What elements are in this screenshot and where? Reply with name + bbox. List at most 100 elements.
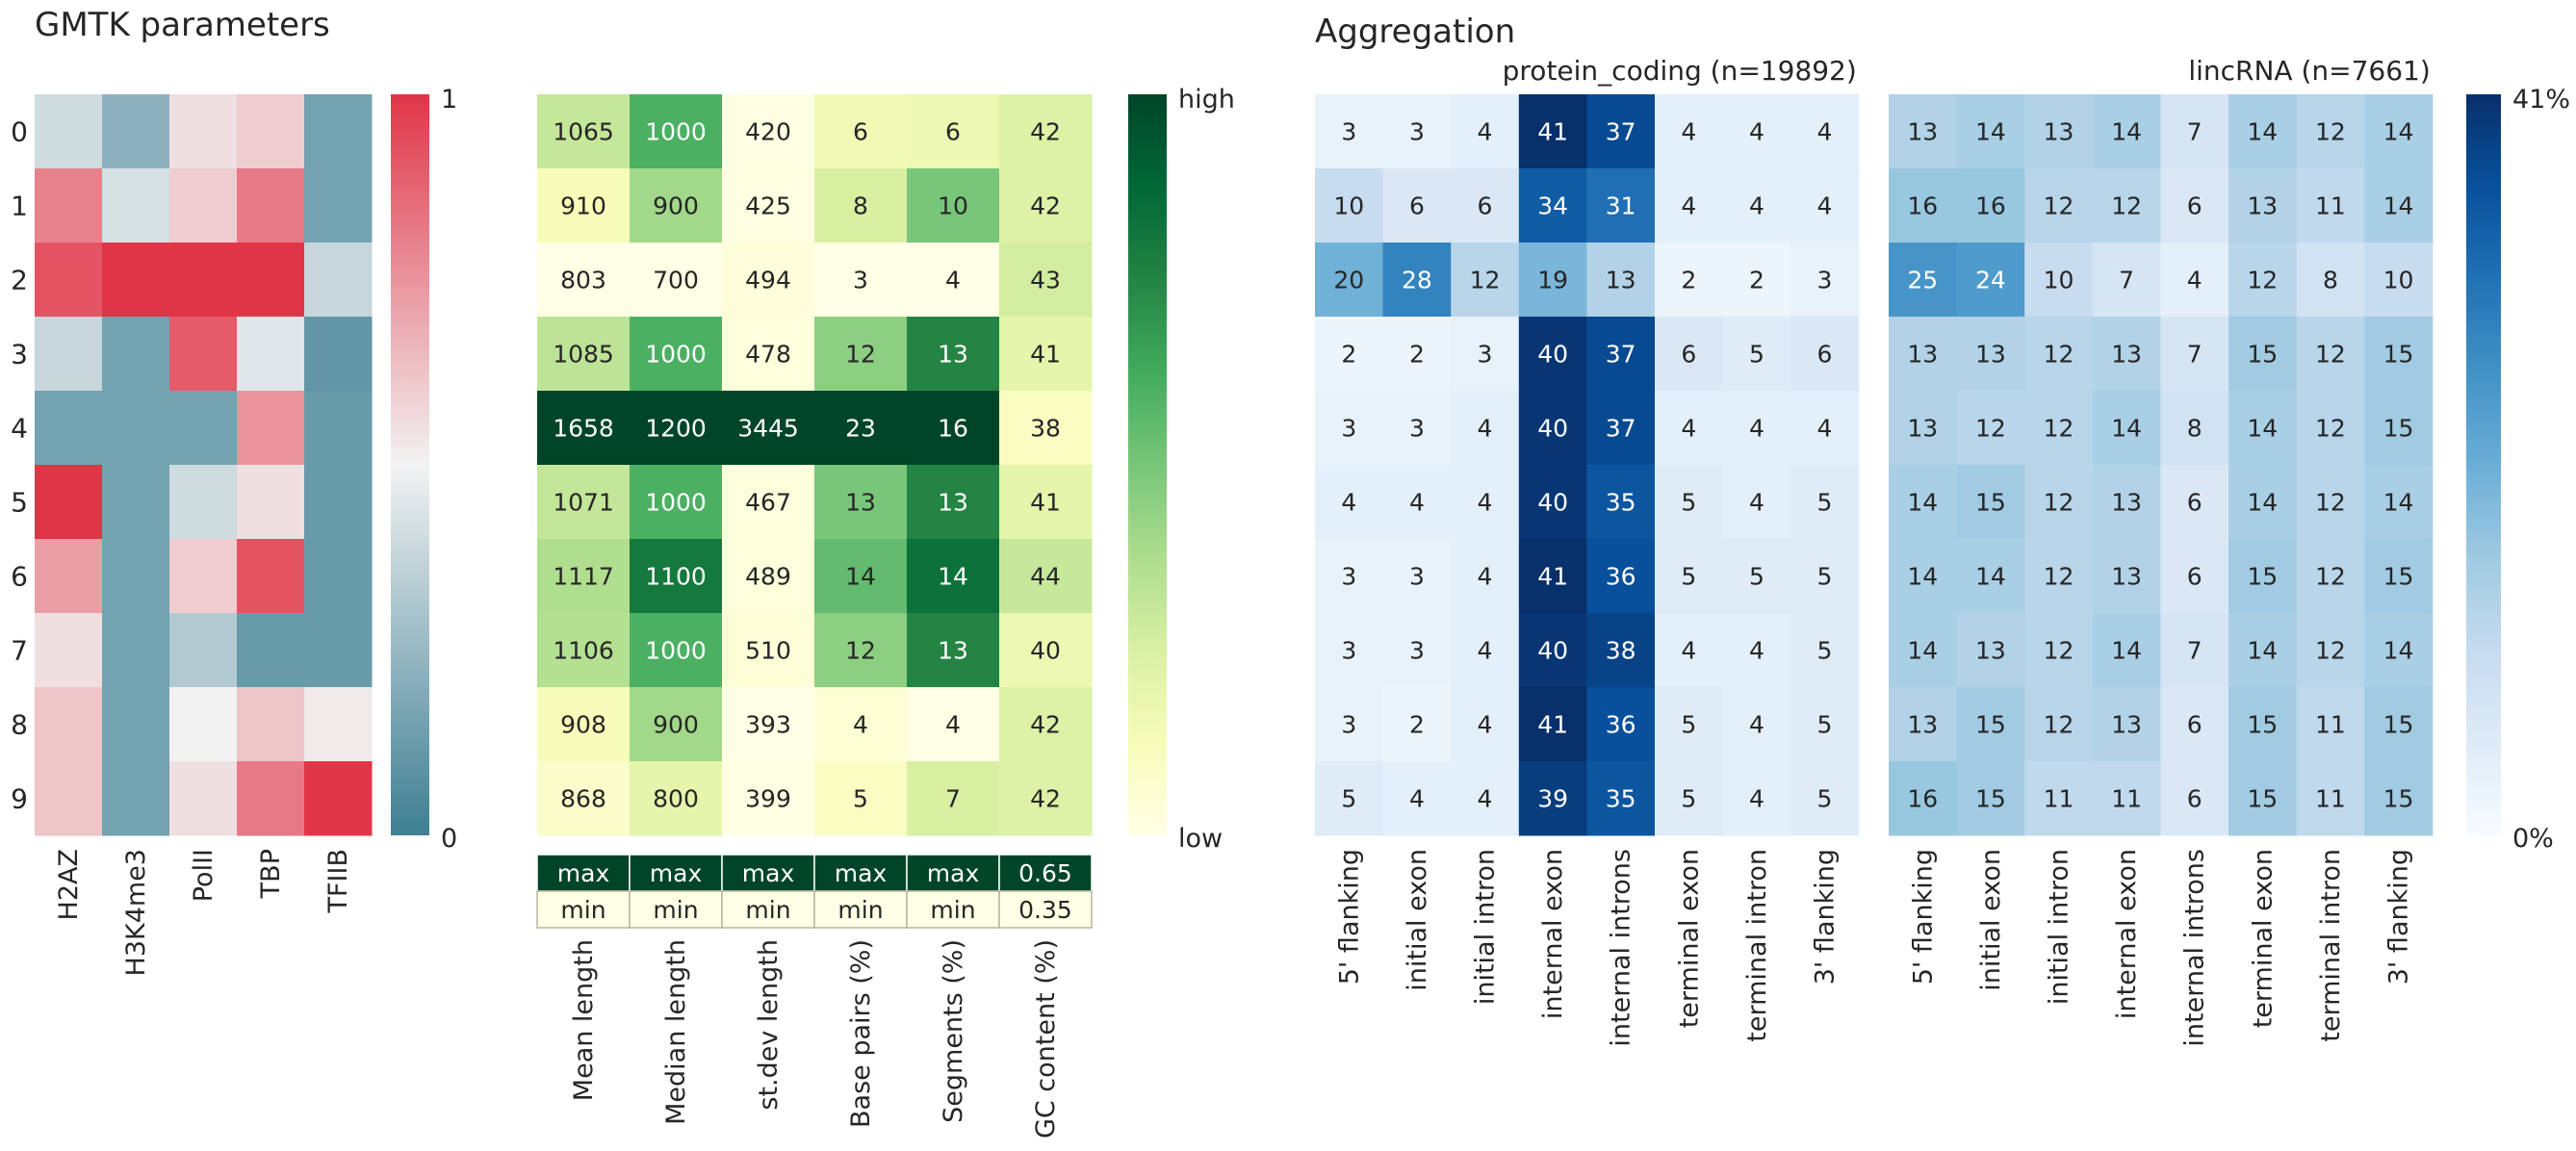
heatmap-cell — [907, 687, 1000, 762]
heatmap-cell — [2228, 761, 2298, 836]
cell-value: 4 — [1681, 637, 1696, 665]
cell-value: 420 — [745, 118, 791, 146]
cell-value: 14 — [938, 563, 968, 591]
cell-value: 40 — [1030, 637, 1061, 665]
cell-value: 42 — [1030, 711, 1061, 739]
heatmap-cell — [999, 761, 1093, 836]
heatmap-cell — [102, 243, 170, 318]
cell-value: 6 — [2187, 563, 2202, 591]
cell-value: 8 — [853, 192, 868, 220]
heatmap-cell — [1586, 317, 1656, 392]
cell-value: 700 — [653, 267, 699, 294]
cell-value: 510 — [745, 637, 791, 665]
column-label: internal exon — [2112, 849, 2142, 1019]
cell-value: 13 — [2247, 192, 2278, 220]
cell-value: 4 — [1478, 637, 1493, 665]
cell-value: 3445 — [737, 415, 799, 443]
cell-value: 900 — [653, 711, 699, 739]
heatmap-cell — [2364, 94, 2434, 169]
colorbar: high low — [1128, 85, 1235, 854]
cell-value: 37 — [1606, 341, 1636, 369]
cell-value: 10 — [2044, 267, 2074, 294]
cell-value: 13 — [2111, 563, 2142, 591]
cell-value: 908 — [560, 711, 606, 739]
heatmap-cell — [237, 687, 305, 762]
heatmap-cell — [1315, 465, 1384, 540]
cell-value: 910 — [560, 192, 606, 220]
heatmap-cell — [1956, 539, 2025, 614]
heatmap-cell — [814, 613, 908, 688]
cell-value: 12 — [2315, 489, 2346, 517]
cell-value: 3 — [1341, 563, 1356, 591]
cell-value: 5 — [1681, 785, 1696, 813]
cell-value: 4 — [945, 267, 961, 294]
heatmap-cell — [2364, 465, 2434, 540]
heatmap-cell — [1451, 761, 1520, 836]
heatmap-cell — [2160, 687, 2229, 762]
heatmap-cell — [907, 391, 1000, 466]
column-label: terminal intron — [2316, 849, 2346, 1042]
heatmap-cell — [1586, 613, 1656, 688]
cell-value: 2 — [1409, 341, 1425, 369]
column-label: H2AZ — [54, 849, 84, 920]
heatmap-cell — [35, 539, 103, 614]
heatmap-cell — [1382, 391, 1452, 466]
cell-value: 14 — [2111, 415, 2142, 443]
heatmap-cell — [169, 539, 238, 614]
heatmap-cell — [2296, 168, 2365, 243]
heatmap-cell — [2364, 761, 2434, 836]
heatmap-cell — [2092, 391, 2161, 466]
cell-value: 3 — [1409, 415, 1425, 443]
column-label: Segments (%) — [939, 939, 968, 1123]
cell-value: 5 — [1817, 785, 1833, 813]
heatmap-cell — [2296, 391, 2365, 466]
cell-value: 4 — [1817, 118, 1833, 146]
column-label: 3' flanking — [2384, 849, 2414, 985]
heatmap-cell — [2228, 317, 2298, 392]
scale-label: 0.35 — [1018, 896, 1072, 924]
cell-value: 14 — [2247, 489, 2278, 517]
heatmap-cell — [1722, 465, 1791, 540]
heatmap-cell — [304, 391, 373, 466]
heatmap-gmtk — [35, 94, 373, 836]
heatmap-cell — [35, 317, 103, 392]
cell-value: 5 — [1817, 489, 1833, 517]
scale-cell — [536, 890, 631, 929]
column-label: initial exon — [1403, 849, 1432, 991]
cell-value: 5 — [1681, 489, 1696, 517]
cell-value: 6 — [853, 118, 868, 146]
heatmap-cell — [814, 317, 908, 392]
cell-value: 4 — [1478, 118, 1493, 146]
scale-label: 0.65 — [1018, 859, 1072, 887]
heatmap-cell — [35, 465, 103, 540]
cell-value: 13 — [2044, 118, 2074, 146]
cell-value: 11 — [2111, 785, 2142, 813]
heatmap-cell — [537, 687, 631, 762]
cell-value: 1000 — [645, 118, 707, 146]
heatmap-cell — [537, 761, 631, 836]
heatmap-cell — [35, 761, 103, 836]
heatmap-cell — [35, 687, 103, 762]
cell-value: 15 — [1975, 785, 2006, 813]
heatmap-cell — [907, 613, 1000, 688]
cell-value: 4 — [2187, 267, 2202, 294]
cell-value: 4 — [1478, 489, 1493, 517]
cell-value: 2 — [1749, 267, 1765, 294]
heatmap-cell — [1518, 168, 1587, 243]
heatmap-cell — [814, 168, 908, 243]
heatmap-cell — [2228, 243, 2298, 318]
cell-value: 5 — [1681, 563, 1696, 591]
heatmap-cell — [2024, 761, 2094, 836]
cell-value: 14 — [2247, 415, 2278, 443]
cell-value: 12 — [2315, 341, 2346, 369]
column-label: TBP — [256, 849, 286, 899]
heatmap-cell — [1790, 94, 1860, 169]
heatmap-cell — [2024, 613, 2094, 688]
heatmap-cell — [1586, 243, 1656, 318]
heatmap-cell — [907, 94, 1000, 169]
heatmap-cell — [102, 539, 170, 614]
scale-label: min — [560, 896, 605, 924]
heatmap-cell — [1722, 761, 1791, 836]
cell-value: 5 — [853, 785, 868, 813]
heatmap-cell — [1956, 168, 2025, 243]
